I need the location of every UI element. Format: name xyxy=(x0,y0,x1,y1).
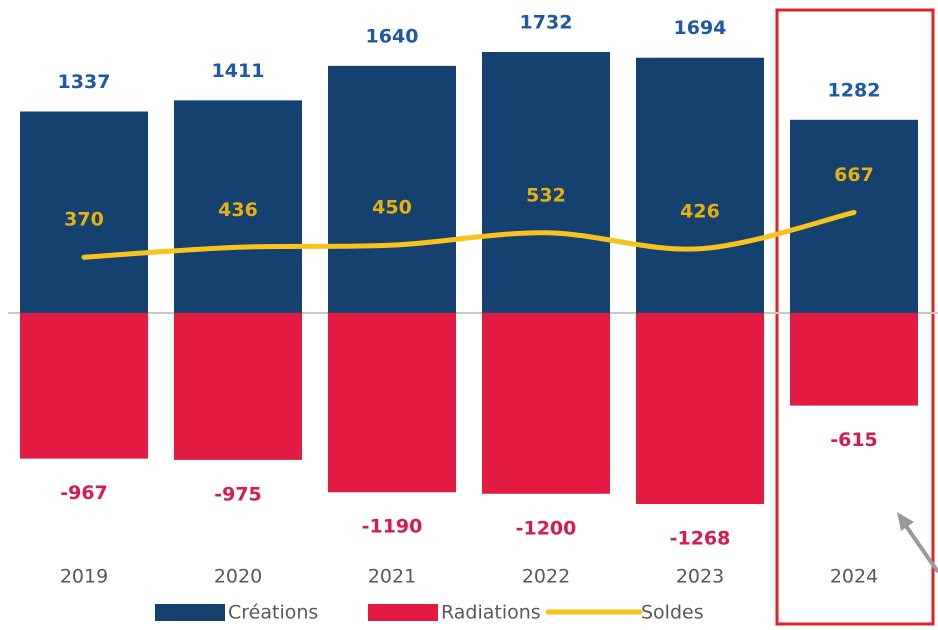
value-label: -1200 xyxy=(516,517,577,539)
legend-label: Radiations xyxy=(441,602,541,624)
value-label: -967 xyxy=(60,482,108,504)
bar xyxy=(328,65,456,313)
value-label: 436 xyxy=(218,199,258,221)
legend-swatch xyxy=(368,604,438,621)
bar xyxy=(482,312,610,494)
x-tick-label: 2020 xyxy=(214,566,262,588)
value-label: -975 xyxy=(214,483,262,505)
highlight-box xyxy=(775,8,935,626)
value-label: 1640 xyxy=(366,25,419,47)
legend-item: Créations xyxy=(155,602,318,624)
bar xyxy=(20,111,148,313)
value-label: 532 xyxy=(526,184,566,206)
value-label: 1411 xyxy=(212,60,265,82)
bar xyxy=(328,312,456,493)
value-label: 1732 xyxy=(520,12,573,34)
value-label: 426 xyxy=(680,200,720,222)
x-tick-label: 2023 xyxy=(676,566,724,588)
legend-item: Soldes xyxy=(545,602,704,624)
bar xyxy=(20,312,148,459)
x-tick-label: 2019 xyxy=(60,566,108,588)
value-label: 667 xyxy=(834,164,874,186)
bar xyxy=(636,57,764,313)
legend-item: Radiations xyxy=(368,602,541,624)
value-label: 1694 xyxy=(674,17,727,39)
legend-label: Créations xyxy=(228,602,318,624)
value-label: 370 xyxy=(64,209,104,231)
bar xyxy=(790,119,918,313)
bar xyxy=(174,100,302,313)
value-label: -1268 xyxy=(670,528,731,550)
value-label: 1337 xyxy=(58,71,111,93)
x-tick-label: 2024 xyxy=(830,566,878,588)
bar xyxy=(636,312,764,504)
x-tick-label: 2021 xyxy=(368,566,416,588)
value-label: 1282 xyxy=(828,79,881,101)
legend-label: Soldes xyxy=(641,602,704,624)
value-label: -1190 xyxy=(362,516,423,538)
legend-swatch xyxy=(155,604,225,621)
value-label: 450 xyxy=(372,197,412,219)
x-tick-label: 2022 xyxy=(522,566,570,588)
value-label: -615 xyxy=(830,429,878,451)
bar xyxy=(482,52,610,313)
bar xyxy=(174,312,302,460)
bar xyxy=(790,312,918,406)
line xyxy=(81,209,857,260)
pointer-arrow xyxy=(897,512,938,574)
